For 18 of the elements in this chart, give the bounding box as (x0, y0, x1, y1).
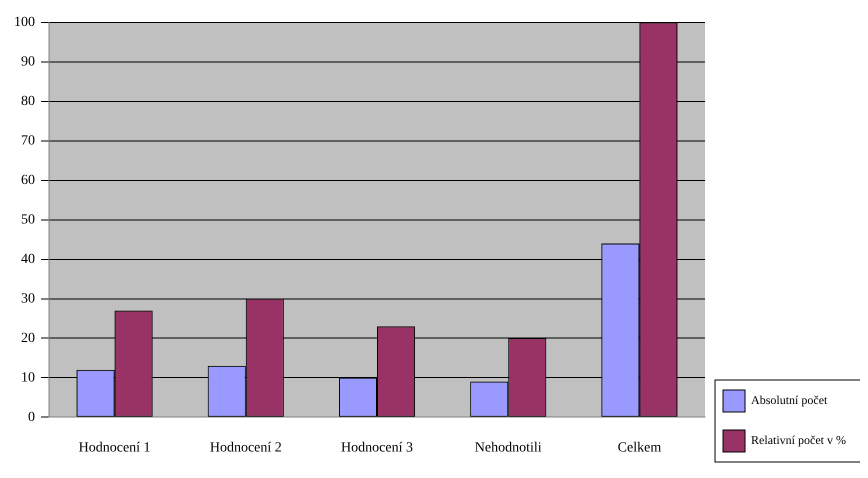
y-tick-label: 20 (21, 330, 35, 346)
x-tick-label: Hodnocení 1 (78, 440, 151, 456)
legend-label: Absolutní počet (751, 393, 828, 408)
x-tick-label: Hodnocení 3 (341, 440, 413, 456)
x-tick-label: Hodnocení 2 (210, 440, 282, 456)
y-tick-label: 90 (21, 54, 35, 70)
y-tick-label: 60 (21, 172, 35, 188)
y-tick-label: 100 (14, 15, 35, 30)
x-tick-label: Nehodnotili (474, 440, 542, 456)
y-tick-label: 40 (21, 252, 35, 267)
y-tick-label: 0 (28, 410, 35, 425)
y-tick-label: 50 (21, 212, 35, 228)
x-tick-label: Celkem (618, 440, 662, 456)
y-tick-label: 80 (21, 94, 35, 110)
legend-label: Relativní počet v % (751, 433, 846, 448)
y-tick-label: 70 (21, 134, 35, 149)
y-tick-label: 30 (21, 291, 35, 306)
y-tick-label: 10 (21, 370, 35, 386)
